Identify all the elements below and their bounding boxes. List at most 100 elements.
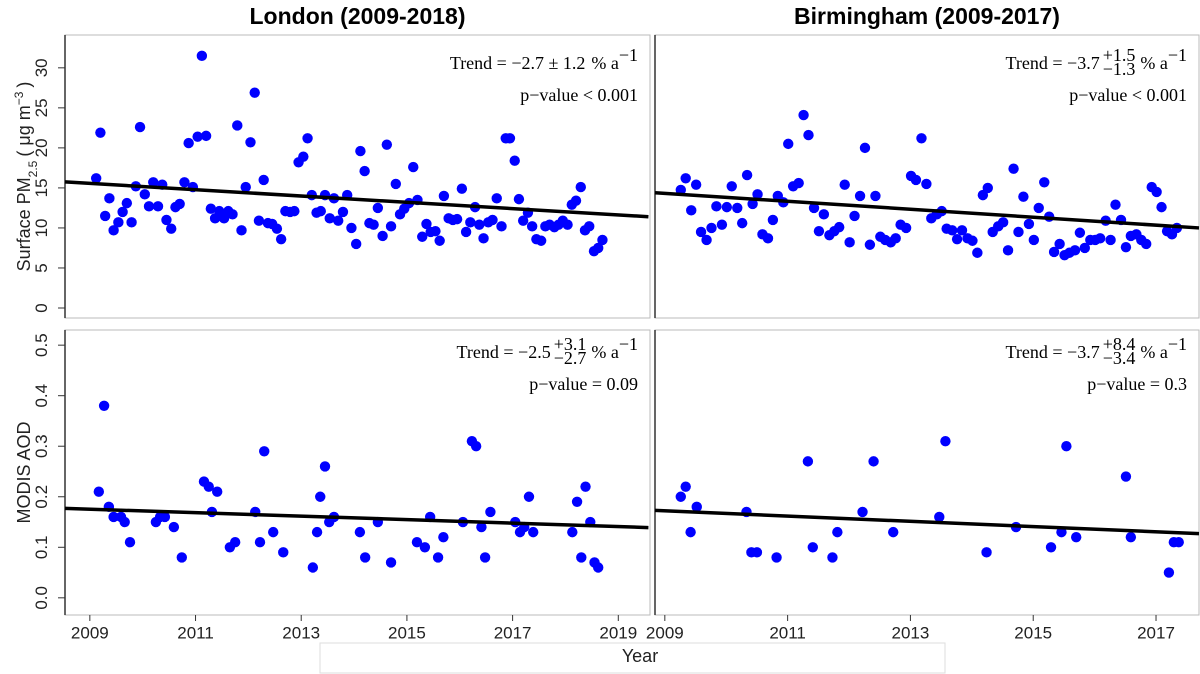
data-point: [1173, 537, 1184, 548]
data-point: [411, 537, 423, 548]
trend-line: [654, 508, 1200, 536]
data-point: [168, 521, 180, 533]
data-point: [910, 174, 922, 186]
data-point: [752, 189, 763, 200]
data-point: [854, 190, 866, 202]
trend-line: [64, 180, 649, 219]
data-point: [751, 547, 763, 558]
data-point: [311, 526, 323, 538]
data-point: [900, 222, 912, 234]
data-point: [593, 562, 604, 573]
data-point: [597, 234, 608, 246]
data-point: [346, 222, 357, 234]
data-point: [1039, 177, 1050, 188]
trend-unit: % a: [1140, 53, 1167, 73]
data-point: [319, 461, 331, 472]
x-tick-label: 2017: [494, 623, 532, 642]
data-point: [192, 131, 203, 142]
data-point: [465, 217, 476, 228]
data-point: [229, 537, 241, 548]
p-value: p−value = 0.09: [529, 374, 638, 394]
data-point: [771, 552, 782, 563]
data-point: [767, 214, 779, 226]
data-point: [535, 235, 547, 246]
data-point: [832, 526, 843, 538]
data-point: [390, 178, 402, 190]
data-point: [562, 219, 573, 230]
trend-unit-exponent: −1: [1168, 45, 1187, 65]
trend-unit-exponent: −1: [619, 45, 638, 65]
x-axis-label: Year: [622, 646, 658, 666]
x-tick-label: 2009: [71, 623, 109, 642]
data-point: [368, 219, 379, 230]
data-point: [695, 226, 707, 238]
data-point: [205, 203, 217, 214]
y-tick-label: 0.4: [32, 384, 51, 408]
y-tick-label: 0: [32, 303, 51, 312]
data-point: [324, 213, 335, 224]
plot-frame: [64, 329, 651, 616]
trend-annotation: Trend = −2.7 ± 1.2% a −1: [450, 45, 638, 73]
y-tick-label: 5: [32, 263, 51, 272]
data-point: [113, 217, 124, 228]
data-point: [152, 201, 164, 212]
data-point: [839, 179, 850, 190]
data-point: [359, 165, 370, 177]
chart-title: Birmingham (2009-2017): [794, 3, 1060, 29]
data-point: [890, 233, 901, 244]
data-point: [1023, 218, 1035, 230]
trend-lower-error: −1.3: [1103, 59, 1136, 79]
chart-title: London (2009-2018): [250, 3, 466, 29]
y-axis-label-part: ( μg m: [14, 105, 34, 156]
y-tick-label: 10: [32, 218, 51, 237]
y-tick-label: 20: [32, 138, 51, 157]
data-point: [1110, 199, 1121, 210]
plot-frame: [654, 329, 1200, 616]
data-point: [245, 137, 256, 148]
data-point: [227, 209, 238, 220]
data-point: [575, 181, 586, 193]
data-point: [956, 225, 968, 236]
data-point: [259, 446, 270, 457]
data-point: [1013, 226, 1024, 238]
data-point: [487, 214, 498, 226]
data-point: [916, 133, 927, 144]
data-point: [584, 221, 595, 232]
data-point: [203, 481, 214, 492]
trend-unit-exponent: −1: [619, 334, 638, 354]
y-axis-label-part: −3: [12, 91, 26, 105]
data-point: [1094, 233, 1106, 244]
data-point: [1163, 567, 1175, 578]
data-point: [1071, 531, 1082, 543]
data-point: [350, 238, 362, 250]
data-point: [981, 547, 992, 558]
data-point: [680, 481, 691, 492]
data-point: [254, 537, 266, 548]
data-point: [997, 217, 1009, 228]
data-point: [802, 456, 814, 467]
data-point: [315, 205, 326, 217]
data-point: [726, 181, 737, 192]
data-point: [921, 178, 932, 190]
data-point: [967, 235, 978, 246]
plot-frame: [64, 34, 651, 319]
x-tick-label: 2015: [388, 623, 426, 642]
trend-text: Trend = −2.7 ± 1.2: [450, 53, 586, 73]
data-point: [528, 526, 539, 538]
trend-line: [654, 190, 1200, 230]
data-point: [685, 526, 696, 538]
data-point: [176, 552, 187, 563]
data-point: [1140, 238, 1152, 250]
data-point: [117, 206, 128, 218]
data-point: [868, 456, 879, 467]
data-point: [818, 209, 830, 220]
x-tick-label: 2011: [769, 623, 806, 642]
data-point: [680, 173, 691, 184]
data-point: [711, 201, 722, 212]
data-point: [108, 225, 119, 236]
y-axis-label-part: MODIS AOD: [14, 421, 34, 523]
data-point: [408, 161, 419, 173]
data-point: [940, 435, 951, 447]
data-point: [762, 233, 774, 244]
data-point: [701, 234, 712, 246]
